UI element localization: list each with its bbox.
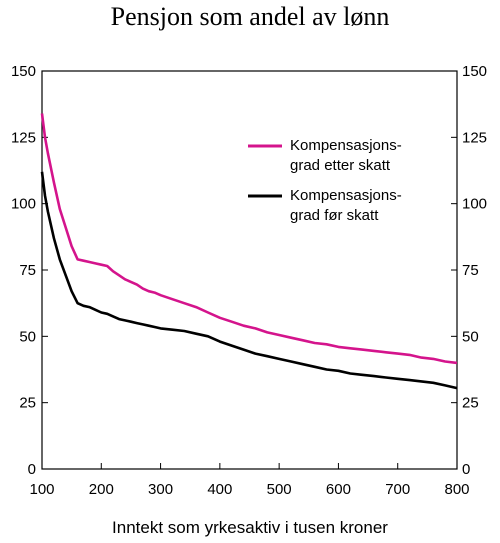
x-tick-label: 400 bbox=[207, 481, 232, 498]
legend-label-for-skatt-line1: Kompensasjons- bbox=[290, 187, 402, 204]
y-tick-label-right: 50 bbox=[462, 328, 479, 345]
x-tick-label: 200 bbox=[89, 481, 114, 498]
series-line-for-skatt bbox=[40, 171, 458, 390]
x-tick-label: 300 bbox=[148, 481, 173, 498]
x-tick-label: 800 bbox=[444, 481, 469, 498]
y-tick-label-left: 125 bbox=[11, 129, 36, 146]
y-tick-label-left: 25 bbox=[19, 395, 36, 412]
y-tick-label-left: 50 bbox=[19, 328, 36, 345]
axes: 0 0 25 25 50 50 75 75 100 100 125 125 150 150 100 200 30… bbox=[11, 63, 487, 498]
y-tick-label-left: 0 bbox=[28, 461, 36, 478]
legend-label-for-skatt-line2: grad før skatt bbox=[290, 207, 379, 224]
legend-label-etter-skatt-line2: grad etter skatt bbox=[290, 157, 391, 174]
legend-label-etter-skatt-line1: Kompensasjons- bbox=[290, 137, 402, 154]
y-tick-label-left: 75 bbox=[19, 262, 36, 279]
y-tick-label-right: 75 bbox=[462, 262, 479, 279]
x-axis-label: Inntekt som yrkesaktiv i tusen kroner bbox=[112, 518, 388, 537]
y-tick-label-right: 0 bbox=[462, 461, 470, 478]
series-lines bbox=[40, 113, 458, 390]
legend: Kompensasjons- grad etter skatt Kompensa… bbox=[248, 137, 402, 224]
y-tick-label-right: 100 bbox=[462, 196, 487, 213]
y-tick-label-right: 25 bbox=[462, 395, 479, 412]
x-tick-label: 700 bbox=[385, 481, 410, 498]
x-tick-label: 600 bbox=[326, 481, 351, 498]
series-line-etter-skatt bbox=[40, 113, 458, 365]
y-tick-label-right: 150 bbox=[462, 63, 487, 80]
y-tick-label-left: 100 bbox=[11, 196, 36, 213]
x-tick-label: 100 bbox=[29, 481, 54, 498]
y-tick-label-left: 150 bbox=[11, 63, 36, 80]
x-tick-label: 500 bbox=[267, 481, 292, 498]
y-tick-label-right: 125 bbox=[462, 129, 487, 146]
chart-title: Pensjon som andel av lønn bbox=[111, 2, 390, 31]
plot-frame bbox=[41, 70, 458, 470]
